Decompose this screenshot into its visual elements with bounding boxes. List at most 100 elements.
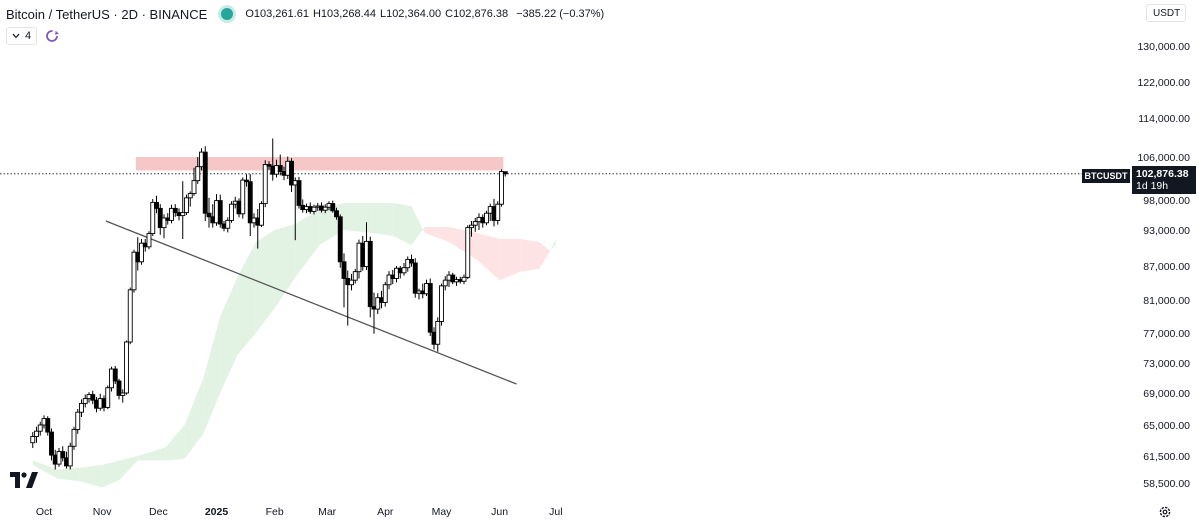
- y-tick-label: 130,000.00: [1137, 41, 1190, 53]
- resistance-zone-rect[interactable]: [135, 157, 504, 171]
- y-tick-label: 98,000.00: [1143, 195, 1190, 207]
- candle-body: [116, 380, 122, 396]
- candle: [266, 161, 272, 170]
- candle-body: [187, 193, 193, 199]
- candle-body: [180, 212, 186, 217]
- candle-body: [206, 212, 212, 218]
- candle: [450, 272, 456, 285]
- candle: [499, 169, 504, 207]
- candle-body: [49, 431, 54, 456]
- candle-body: [154, 201, 159, 209]
- candle: [150, 198, 156, 236]
- candle: [461, 274, 467, 285]
- candle-body: [296, 180, 302, 206]
- candle: [502, 171, 508, 177]
- cloud-segment: [295, 209, 320, 278]
- candle-body: [225, 219, 231, 229]
- candle-body: [120, 392, 126, 396]
- x-tick-label: Feb: [266, 506, 284, 518]
- x-tick-label: Nov: [93, 506, 112, 518]
- candle-body: [75, 411, 81, 430]
- candle-body: [67, 445, 73, 467]
- cloud-segment: [203, 316, 221, 434]
- candle: [49, 428, 54, 461]
- candle: [247, 174, 253, 236]
- candle: [469, 221, 474, 237]
- cloud-segment: [237, 242, 256, 356]
- cloud-segment: [449, 227, 478, 260]
- candle: [180, 181, 186, 239]
- tradingview-logo[interactable]: [10, 472, 38, 488]
- bar-countdown: 1d 19h: [1136, 180, 1169, 192]
- cloud-segment: [79, 465, 103, 488]
- candle-body: [337, 216, 343, 263]
- candle-body: [60, 451, 66, 459]
- candle: [90, 390, 96, 405]
- candle: [187, 191, 193, 207]
- indicators-collapse-button[interactable]: 4: [6, 27, 38, 45]
- price-axis[interactable]: 130,000.00 122,000.00 114,000.00 106,000.00…: [1137, 41, 1190, 490]
- candle-body: [127, 289, 133, 343]
- candle: [337, 214, 343, 268]
- candles: [30, 138, 508, 470]
- candle-body: [161, 217, 167, 229]
- cloud-segment: [539, 242, 551, 269]
- candle: [405, 256, 411, 272]
- candle: [116, 378, 122, 400]
- cloud-segment: [550, 239, 556, 251]
- candle: [262, 160, 268, 208]
- candle-body: [499, 171, 504, 205]
- candle: [195, 157, 201, 184]
- candle: [202, 146, 208, 221]
- candle: [45, 416, 51, 436]
- candle: [240, 177, 246, 219]
- candle: [191, 167, 197, 196]
- trendline[interactable]: [105, 220, 517, 385]
- cloud-segment: [477, 233, 500, 281]
- ichimoku-cloud: [32, 203, 556, 488]
- cloud-segment: [499, 239, 521, 281]
- x-tick-label: Jun: [491, 506, 508, 518]
- candle: [127, 287, 133, 345]
- candle: [120, 389, 126, 403]
- candle: [465, 225, 471, 280]
- candle-body: [469, 224, 474, 229]
- candle: [435, 317, 441, 352]
- candle-body: [150, 201, 156, 235]
- candle: [30, 432, 36, 449]
- candle-body: [240, 179, 246, 215]
- candle: [427, 278, 433, 336]
- trendline-segment[interactable]: [105, 220, 517, 385]
- change-value: −385.22 (−0.37%): [516, 8, 605, 20]
- candle-body: [30, 436, 36, 444]
- currency-selector[interactable]: USDT: [1146, 4, 1186, 22]
- candle-body: [472, 221, 478, 226]
- candle: [82, 394, 88, 408]
- candle-body: [184, 197, 189, 214]
- refresh-icon[interactable]: [45, 29, 60, 43]
- candle: [352, 268, 358, 284]
- x-tick-label: May: [432, 506, 453, 518]
- candle-body: [439, 285, 444, 322]
- cloud-segment: [424, 227, 449, 242]
- candle-body: [375, 297, 381, 310]
- candle: [217, 194, 223, 228]
- last-price-label: 102,876.38 1d 19h: [1132, 166, 1196, 194]
- candle: [484, 210, 489, 226]
- candle-body: [82, 398, 88, 404]
- time-axis[interactable]: Oct Nov Dec 2025 Feb Mar Apr May Jun Jul: [36, 506, 563, 518]
- candle-body: [71, 428, 77, 447]
- cloud-segment: [255, 230, 275, 333]
- settings-gear-icon[interactable]: [1158, 505, 1172, 519]
- candle-body: [465, 227, 471, 278]
- candle-body: [484, 212, 489, 224]
- candle: [154, 195, 159, 214]
- candle-body: [386, 274, 392, 286]
- symbol-title[interactable]: Bitcoin / TetherUS · 2D · BINANCE: [6, 6, 208, 22]
- candle-body: [442, 279, 448, 287]
- candle: [169, 204, 174, 224]
- y-tick-label: 81,000.00: [1143, 295, 1190, 307]
- candle: [75, 409, 81, 434]
- candle-body: [124, 341, 129, 394]
